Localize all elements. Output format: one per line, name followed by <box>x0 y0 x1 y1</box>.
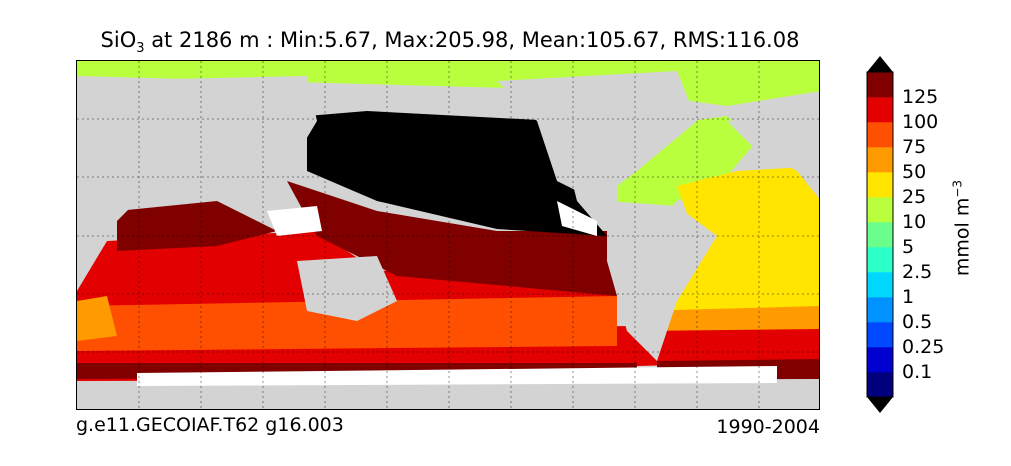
colorbar-segment <box>867 147 893 173</box>
ocean-indian-darkred <box>117 201 277 251</box>
colorbar-segment <box>867 297 893 323</box>
land-asia <box>77 76 317 221</box>
colorbar-tick-label: 0.25 <box>902 336 945 358</box>
colorbar-tick-label: 0.1 <box>902 361 933 383</box>
colorbar-tick-label: 5 <box>902 236 915 258</box>
colorbar-tick-label: 125 <box>902 86 939 108</box>
ocean-atlantic-south-red <box>637 329 819 366</box>
no-data-antarctic <box>137 366 777 386</box>
colorbar-tick-label: 50 <box>902 161 927 183</box>
colorbar-tick-label: 2.5 <box>902 261 933 283</box>
colorbar-tick-label: 100 <box>902 111 939 133</box>
colorbar-segment <box>867 72 893 98</box>
land-australia <box>297 256 397 321</box>
colorbar-segment <box>867 197 893 223</box>
colorbar-tick-label: 0.5 <box>902 311 933 333</box>
colorbar-border <box>866 71 894 398</box>
colorbar-segment <box>867 372 893 398</box>
ocean-atlantic-south-yellow <box>647 166 819 321</box>
colorbar-segment <box>867 172 893 198</box>
model-run-label: g.e11.GECOIAF.T62 g16.003 <box>76 414 344 436</box>
ocean-arctic-yellowgreen <box>77 61 819 106</box>
colorbar-unit-label: mmol m−3 <box>950 179 974 277</box>
map-title: SiO3 at 2186 m : Min:5.67, Max:205.98, M… <box>100 28 800 57</box>
colorbar-segment <box>867 247 893 273</box>
colorbar-segment <box>867 122 893 148</box>
colorbar-segment <box>867 272 893 298</box>
colorbar-segment <box>867 322 893 348</box>
colorbar <box>866 56 894 413</box>
land-south-america <box>607 201 717 361</box>
land-africa <box>727 116 819 199</box>
colorbar-segment <box>867 347 893 373</box>
date-range-label: 1990-2004 <box>716 416 820 438</box>
ocean-north-pacific <box>307 111 607 236</box>
colorbar-tick-label: 10 <box>902 211 927 233</box>
colorbar-segment <box>867 97 893 123</box>
land-antarctica <box>77 379 819 409</box>
colorbar-tick-label: 1 <box>902 286 915 308</box>
colorbar-extend-max <box>867 56 893 72</box>
land-north-america <box>497 71 697 201</box>
colorbar-extend-min <box>867 397 893 413</box>
global-ocean-map <box>76 60 820 410</box>
colorbar-segment <box>867 222 893 248</box>
ocean-west-australia-orange <box>77 296 117 341</box>
ocean-atlantic-south-orange <box>637 306 819 336</box>
ocean-pacific-darkred <box>287 181 617 296</box>
colorbar-tick-label: 75 <box>902 136 927 158</box>
colorbar-tick-label: 25 <box>902 186 927 208</box>
ocean-south-pacific-orange <box>77 291 617 351</box>
no-data-indonesia <box>267 206 322 236</box>
no-data-pacific-coast <box>557 201 597 236</box>
